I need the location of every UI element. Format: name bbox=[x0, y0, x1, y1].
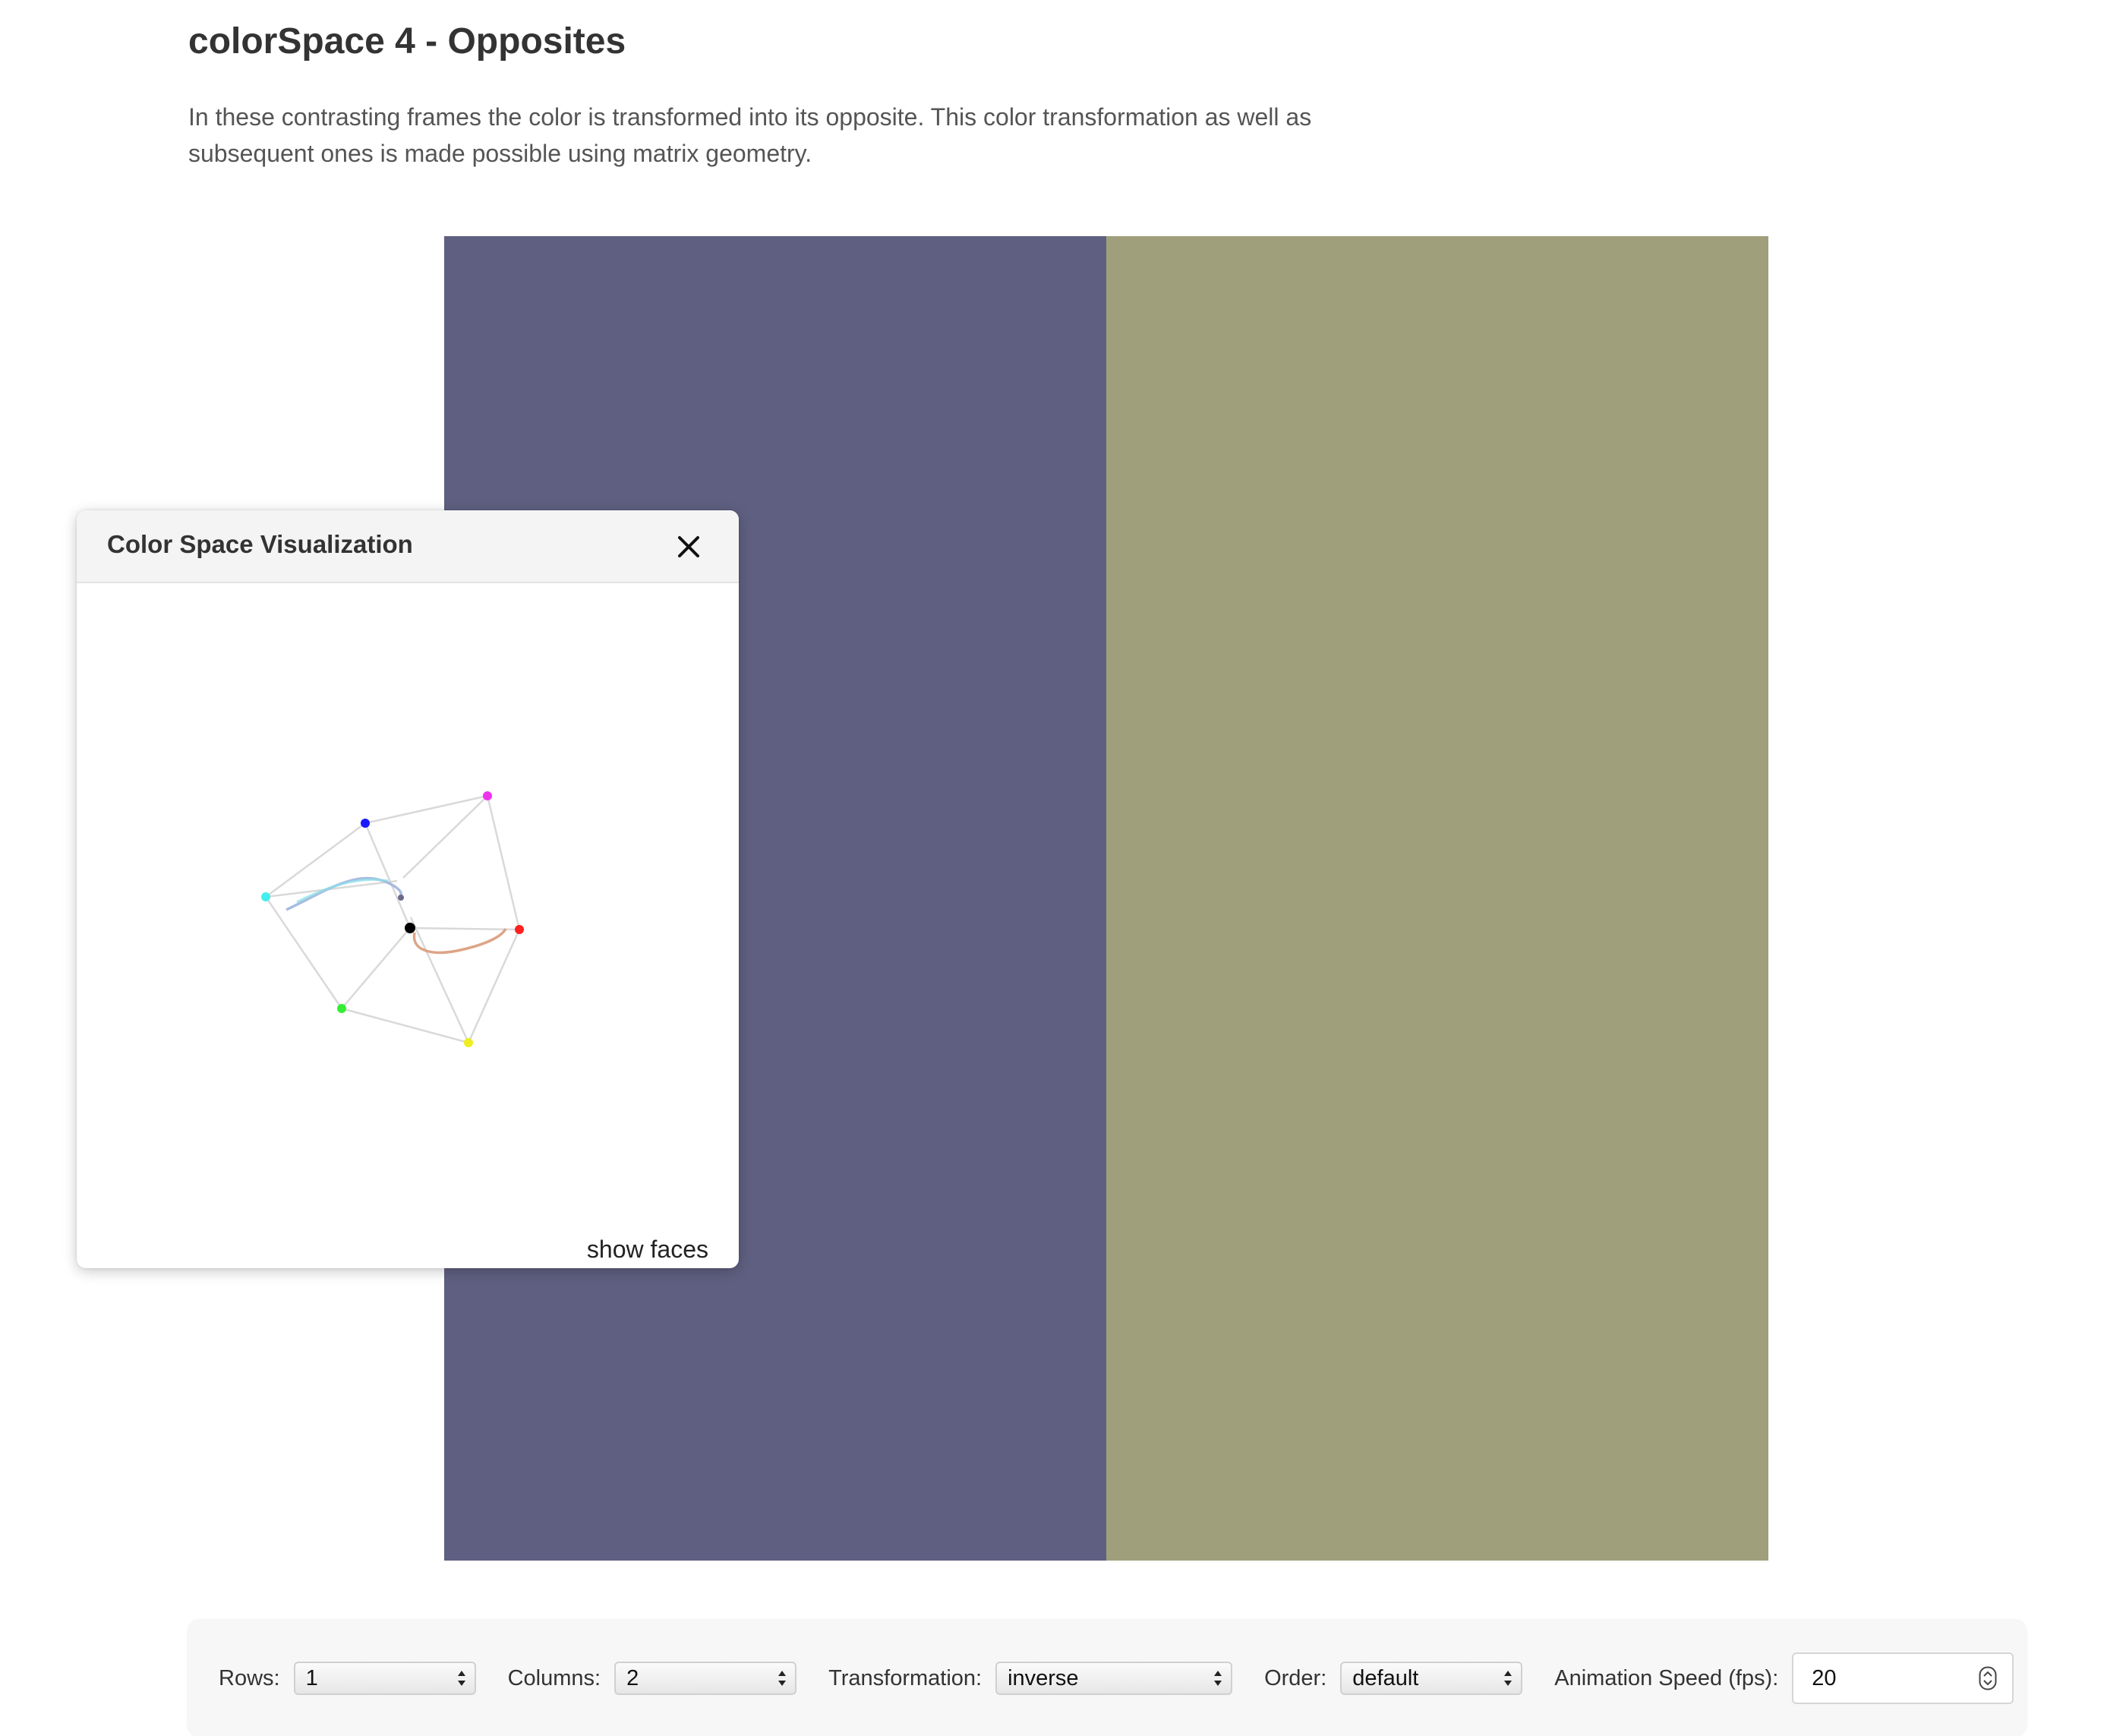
select-arrows-icon bbox=[457, 1671, 465, 1686]
spinner-icon[interactable] bbox=[1979, 1666, 1997, 1690]
color-frame-right bbox=[1106, 236, 1768, 1561]
select-arrows-icon bbox=[1214, 1671, 1222, 1686]
select-arrows-icon bbox=[1504, 1671, 1512, 1686]
panel-header[interactable]: Color Space Visualization bbox=[77, 510, 739, 583]
controls-bar: Rows: 1 Columns: 2 Transformation: inver… bbox=[188, 1621, 2026, 1736]
panel-title: Color Space Visualization bbox=[107, 530, 413, 558]
speed-label: Animation Speed (fps): bbox=[1554, 1665, 1779, 1690]
page-title: colorSpace 4 - Opposites bbox=[188, 21, 626, 62]
cube-vertex-magenta bbox=[483, 791, 492, 800]
show-faces-toggle[interactable]: show faces bbox=[586, 1236, 708, 1263]
cube-vertex-red bbox=[515, 925, 524, 934]
transformation-label: Transformation: bbox=[828, 1665, 983, 1690]
columns-select-value: 2 bbox=[626, 1666, 639, 1690]
cube-vertex-green bbox=[337, 1004, 346, 1013]
columns-label: Columns: bbox=[507, 1665, 601, 1690]
color-space-visualization-panel[interactable]: Color Space Visualization bbox=[77, 510, 739, 1268]
cube-vertex-white bbox=[398, 895, 404, 901]
select-arrows-icon bbox=[778, 1671, 787, 1686]
order-select-value: default bbox=[1352, 1666, 1419, 1690]
order-select[interactable]: default bbox=[1340, 1662, 1523, 1695]
close-button[interactable] bbox=[672, 530, 705, 563]
rows-control: Rows: 1 bbox=[219, 1662, 476, 1695]
cube-vertex-yellow bbox=[464, 1038, 473, 1047]
close-icon bbox=[678, 536, 699, 557]
speed-input[interactable]: 20 bbox=[1792, 1652, 2014, 1704]
order-label: Order: bbox=[1264, 1665, 1327, 1690]
columns-control: Columns: 2 bbox=[508, 1662, 797, 1695]
page-description: In these contrasting frames the color is… bbox=[188, 103, 1312, 167]
cube-vertex-blue bbox=[361, 819, 370, 828]
rows-label: Rows: bbox=[219, 1665, 280, 1690]
rows-select[interactable]: 1 bbox=[293, 1662, 476, 1695]
transformation-control: Transformation: inverse bbox=[828, 1662, 1233, 1695]
speed-input-value: 20 bbox=[1812, 1666, 1837, 1690]
transformation-select[interactable]: inverse bbox=[995, 1662, 1233, 1695]
color-frame-grid bbox=[444, 236, 1768, 1561]
cube-vertex-black bbox=[405, 923, 415, 933]
speed-control: Animation Speed (fps): 20 bbox=[1554, 1652, 2014, 1704]
transformation-select-value: inverse bbox=[1008, 1666, 1079, 1690]
cube-edges bbox=[264, 794, 521, 1044]
rows-select-value: 1 bbox=[305, 1666, 318, 1690]
columns-select[interactable]: 2 bbox=[614, 1662, 797, 1695]
cube-vertex-cyan bbox=[261, 892, 270, 901]
color-cube-canvas[interactable] bbox=[77, 583, 739, 1267]
order-control: Order: default bbox=[1264, 1662, 1523, 1695]
